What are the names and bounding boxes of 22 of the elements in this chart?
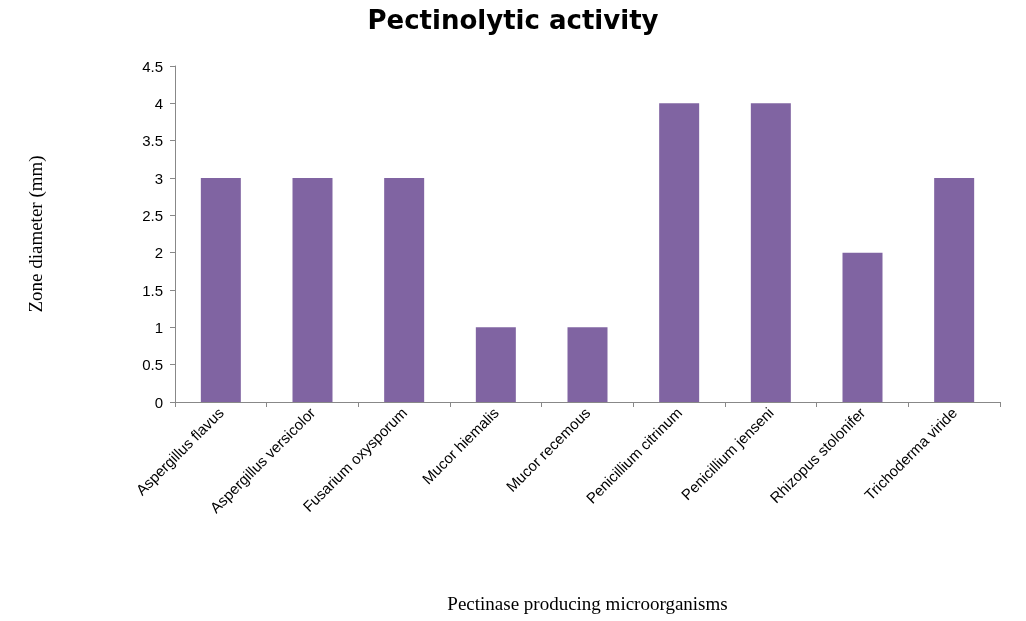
y-tick-label: 1 — [154, 318, 163, 336]
bar — [567, 327, 608, 402]
y-tick-label: 4 — [154, 94, 163, 112]
bar — [659, 103, 700, 402]
bar — [934, 178, 975, 402]
y-tick-label: 4.5 — [142, 57, 163, 75]
chart-title: Pectinolytic activity — [367, 5, 659, 35]
y-axis-title: Zone diameter (mm) — [25, 155, 47, 313]
bar — [750, 103, 791, 402]
y-tick-label: 2.5 — [142, 206, 163, 224]
bar — [292, 178, 333, 402]
y-tick-label: 3.5 — [142, 132, 163, 150]
y-tick-label: 1.5 — [142, 281, 163, 299]
y-tick-label: 0.5 — [142, 356, 163, 374]
bar — [842, 252, 883, 402]
bar — [384, 178, 425, 402]
x-axis-title: Pectinase producing microorganisms — [447, 593, 728, 614]
bar — [475, 327, 516, 402]
y-tick-label: 0 — [154, 393, 163, 411]
y-tick-label: 3 — [154, 169, 163, 187]
bar — [200, 178, 241, 402]
y-tick-label: 2 — [154, 244, 163, 262]
